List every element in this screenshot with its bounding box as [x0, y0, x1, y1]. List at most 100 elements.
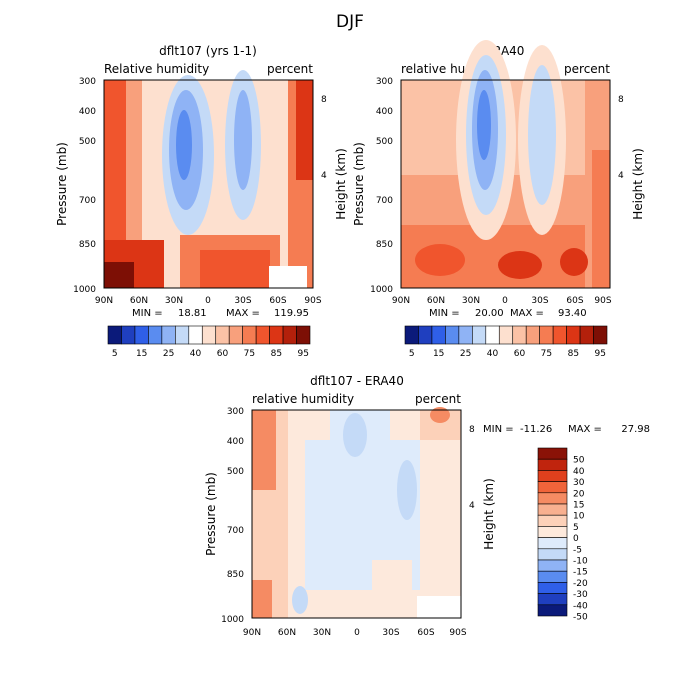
- colorbar-swatch: [537, 593, 568, 606]
- colorbar-swatch: [539, 325, 554, 345]
- colorbar-label: 20: [573, 489, 585, 499]
- panel-era40-height-tick: 4: [618, 171, 624, 181]
- panel-model-max-label: MAX =: [226, 308, 260, 319]
- colorbar-label: 40: [573, 467, 585, 477]
- colorbar-swatch: [269, 325, 284, 345]
- colorbar-swatch: [215, 325, 230, 345]
- panel-difference-title: dflt107 - ERA40: [310, 374, 404, 388]
- panel-model-field: [104, 70, 313, 288]
- panel-difference-max-label: MAX =: [568, 424, 602, 435]
- colorbar-label: -15: [573, 568, 588, 578]
- panel-era40-y-tick: 500: [376, 137, 393, 147]
- colorbar-swatch: [134, 325, 149, 345]
- colorbar-swatch: [537, 604, 568, 617]
- colorbar-swatch: [201, 325, 217, 345]
- panel-model-ylabel-right: Height (km): [334, 148, 348, 219]
- panel-era40-x-tick: 60S: [566, 296, 583, 306]
- colorbar-swatch: [537, 458, 568, 471]
- panel-era40-field: [401, 40, 610, 288]
- colorbar-swatch: [445, 325, 460, 345]
- colorbar-swatch: [525, 325, 540, 345]
- panel-era40-height-tick: 8: [618, 95, 624, 105]
- colorbar-label: 75: [541, 349, 552, 359]
- colorbar-swatch: [188, 325, 203, 345]
- colorbar-swatch: [537, 526, 568, 538]
- panel-model-y-tick: 500: [79, 137, 96, 147]
- colorbar-swatch: [537, 481, 568, 494]
- panel-difference-field: [252, 407, 461, 618]
- figure-title: DJF: [336, 12, 364, 32]
- colorbar-swatch: [537, 503, 568, 516]
- panel-difference: dflt107 - ERA40 relative humidity percen…: [204, 374, 650, 638]
- panel-model-max-value: 119.95: [274, 308, 309, 319]
- colorbar-swatch: [537, 548, 568, 561]
- colorbar-label: 85: [271, 349, 282, 359]
- colorbar-label: 40: [190, 349, 202, 359]
- panel-difference-x-tick: 90S: [449, 628, 466, 638]
- panel-era40: ERA40 relative humidity percent 300 400 …: [352, 40, 645, 359]
- colorbar-swatch: [242, 325, 257, 345]
- panel-model-x-tick: 30S: [234, 296, 251, 306]
- colorbar-label: 25: [163, 349, 174, 359]
- panel-model: dflt107 (yrs 1-1) Relative humidity perc…: [55, 44, 348, 359]
- panel-era40-y-tick: 850: [376, 240, 393, 250]
- colorbar-swatch: [537, 492, 568, 505]
- colorbar-label: 40: [487, 349, 499, 359]
- panel-difference-right-string: percent: [415, 392, 461, 406]
- panel-era40-x-tick: 0: [502, 296, 508, 306]
- colorbar-swatch: [228, 325, 243, 345]
- panel-model-y-tick: 400: [79, 107, 96, 117]
- colorbar-label: 0: [573, 534, 579, 544]
- panel-model-height-tick: 8: [321, 95, 327, 105]
- colorbar-label: 95: [595, 349, 606, 359]
- colorbar-swatch: [552, 325, 567, 345]
- colorbar-swatch: [485, 325, 500, 345]
- panel-difference-min-label: MIN =: [483, 424, 514, 435]
- panel-era40-max-value: 93.40: [558, 308, 587, 319]
- panel-era40-ylabel-right: Height (km): [631, 148, 645, 219]
- panel-era40-y-tick: 400: [376, 107, 393, 117]
- colorbar-swatch: [472, 325, 487, 345]
- panel-era40-max-label: MAX =: [510, 308, 544, 319]
- colorbar-label: -30: [573, 590, 588, 600]
- panel-model-min-value: 18.81: [178, 308, 207, 319]
- panel-model-y-tick: 700: [79, 196, 96, 206]
- colorbar-label: -20: [573, 579, 588, 589]
- panel-era40-x-tick: 90N: [392, 296, 410, 306]
- colorbar-label: 25: [460, 349, 471, 359]
- panel-era40-x-tick: 30S: [531, 296, 548, 306]
- colorbar-label: 60: [217, 349, 229, 359]
- panel-difference-min-value: -11.26: [520, 424, 552, 435]
- panel-difference-max-value: 27.98: [621, 424, 650, 435]
- colorbar-label: 60: [514, 349, 526, 359]
- panel-model-x-tick: 30N: [165, 296, 183, 306]
- colorbar-label: 30: [573, 478, 585, 488]
- panel-difference-y-tick: 400: [227, 437, 244, 447]
- panel-era40-axes: 300 400 500 700 850 1000 90N 60N 30N 0 3…: [352, 77, 645, 306]
- panel-difference-y-tick: 500: [227, 467, 244, 477]
- panel-model-y-tick: 300: [79, 77, 96, 87]
- colorbar-swatch: [175, 325, 190, 345]
- colorbar-swatch: [458, 325, 473, 345]
- colorbar-label: -40: [573, 601, 588, 611]
- panel-difference-x-tick: 90N: [243, 628, 261, 638]
- panel-model-min-label: MIN =: [132, 308, 163, 319]
- panel-model-title: dflt107 (yrs 1-1): [159, 44, 257, 58]
- colorbar-swatch: [579, 325, 594, 345]
- colorbar-label: 75: [244, 349, 255, 359]
- panel-difference-y-tick: 300: [227, 407, 244, 417]
- panel-model-right-string: percent: [267, 62, 313, 76]
- panel-model-left-string: Relative humidity: [104, 62, 209, 76]
- colorbar-label: 15: [573, 501, 584, 511]
- panel-era40-frame: [400, 79, 611, 289]
- panel-model-height-tick: 4: [321, 171, 327, 181]
- panel-difference-height-tick: 8: [469, 425, 475, 435]
- colorbar-swatch: [537, 570, 568, 583]
- panel-era40-right-string: percent: [564, 62, 610, 76]
- colorbar-label: -50: [573, 613, 588, 623]
- colorbar-label: 5: [409, 349, 415, 359]
- panel-difference-x-tick: 30N: [313, 628, 331, 638]
- colorbar-swatch: [107, 325, 122, 345]
- panel-model-y-tick: 1000: [73, 285, 96, 295]
